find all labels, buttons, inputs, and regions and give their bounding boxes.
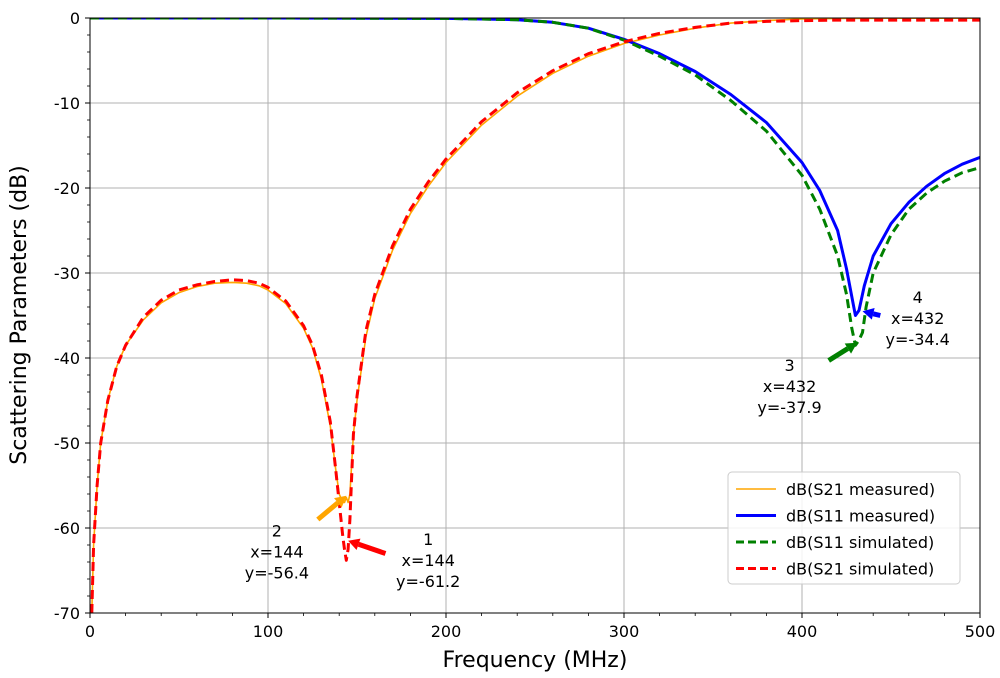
annotation-text: 2 — [272, 522, 282, 541]
annotation-arrow-head — [348, 538, 361, 550]
annotation-text: 1 — [423, 530, 433, 549]
annotation-arrow-shaft — [827, 346, 850, 363]
annotation-arrow-shaft — [316, 500, 340, 522]
annotation-arrow-head — [334, 495, 347, 508]
y-tick-label: -40 — [54, 349, 80, 368]
y-tick-label: -10 — [54, 94, 80, 113]
annotation-text: x=432 — [763, 377, 816, 396]
annotation-text: y=-61.2 — [396, 572, 460, 591]
annotation-text: y=-34.4 — [886, 330, 950, 349]
legend-box — [727, 471, 961, 585]
annotation-text: y=-56.4 — [245, 564, 309, 583]
y-tick-label: -20 — [54, 179, 80, 198]
legend-label: dB(S11 simulated) — [786, 533, 934, 552]
series-line-4 — [90, 18, 980, 613]
series-line-3 — [90, 18, 980, 347]
legend-label: dB(S21 measured) — [786, 480, 935, 499]
legend-label: dB(S21 simulated) — [786, 560, 934, 579]
axes: 0 100 200 300 400 500 0 -10 -20 -30 -40 -50 -60 -70 — [54, 9, 995, 641]
legend-label: dB(S11 measured) — [786, 507, 935, 526]
annotation-text: x=144 — [250, 543, 303, 562]
annotations: 1 x=144 y=-61.2 2 x=144 y=-56.4 3 x=432 y=-37.9 4… — [245, 288, 950, 591]
annotation-arrow-shaft — [357, 541, 387, 556]
x-tick-label: 400 — [787, 622, 818, 641]
annotation-text: 3 — [784, 356, 794, 375]
x-tick-label: 300 — [609, 622, 640, 641]
legend: dB(S21 measured) dB(S11 measured) dB(S11 s… — [727, 471, 961, 585]
plot-frame — [89, 17, 981, 614]
annotation-text: x=432 — [891, 309, 944, 328]
annotation-arrow-head — [844, 342, 858, 354]
y-tick-label: -70 — [54, 604, 80, 623]
series-layer — [90, 18, 980, 613]
x-tick-label: 500 — [965, 622, 996, 641]
annotation-arrow-head — [862, 307, 875, 320]
y-tick-label: -50 — [54, 434, 80, 453]
annotation-arrow-shaft — [872, 311, 881, 318]
y-tick-label: -60 — [54, 519, 80, 538]
y-axis-label: Scattering Parameters (dB) — [7, 165, 32, 465]
y-tick-label: -30 — [54, 264, 80, 283]
x-tick-label: 100 — [253, 622, 284, 641]
y-tick-label: 0 — [70, 9, 80, 28]
x-tick-label: 200 — [431, 622, 462, 641]
x-tick-label: 0 — [85, 622, 95, 641]
annotation-text: 4 — [913, 288, 923, 307]
series-line-2 — [90, 18, 980, 317]
annotation-text: y=-37.9 — [757, 398, 821, 417]
x-axis-label: Frequency (MHz) — [443, 648, 628, 673]
annotation-text: x=144 — [401, 551, 454, 570]
